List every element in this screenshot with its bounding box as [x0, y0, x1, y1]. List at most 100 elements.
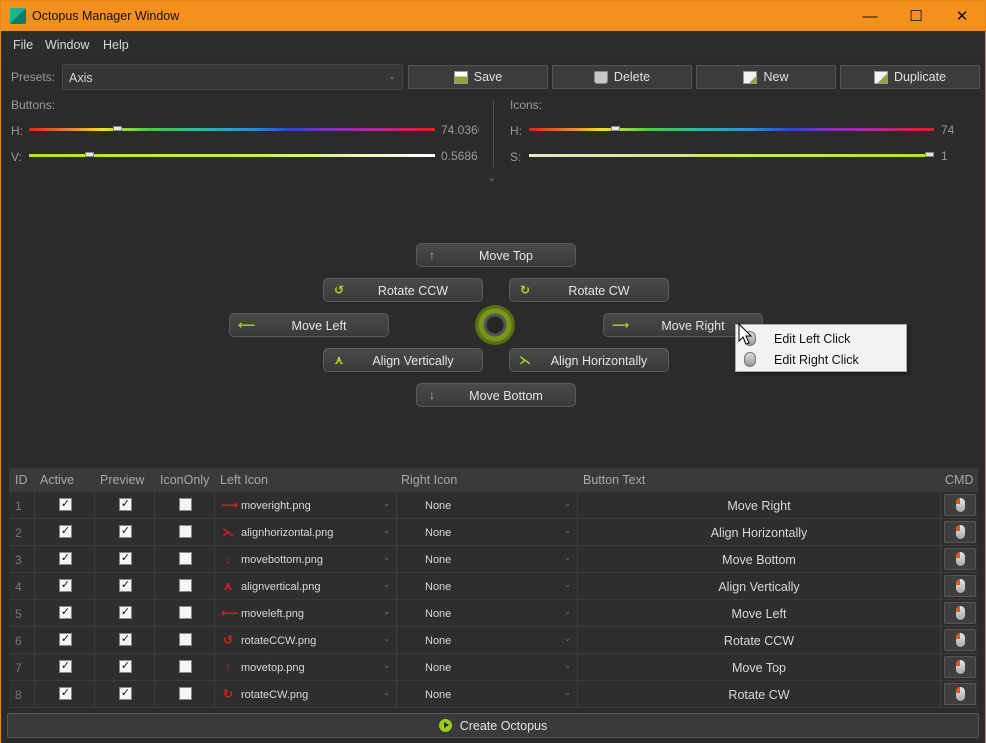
slider-handle[interactable] [925, 152, 934, 157]
preview-checkbox[interactable]: ✓ [119, 552, 132, 565]
move-bottom-button[interactable]: ↓ Move Bottom [416, 383, 576, 407]
cmd-button[interactable] [944, 656, 976, 678]
save-button[interactable]: Save [408, 65, 548, 89]
button-text-cell[interactable]: Align Horizontally [578, 519, 941, 545]
left-icon-dropdown[interactable]: ⋏ alignvertical.png ⌄ [215, 573, 397, 599]
menu-file[interactable]: File [13, 38, 34, 52]
preview-checkbox[interactable]: ✓ [119, 660, 132, 673]
header-id[interactable]: ID [15, 473, 28, 487]
icononly-checkbox[interactable] [179, 498, 192, 511]
new-button[interactable]: New [696, 65, 836, 89]
cmd-button[interactable] [944, 683, 976, 705]
header-icononly[interactable]: IconOnly [160, 473, 210, 487]
edit-left-click-item[interactable]: Edit Left Click [774, 332, 851, 346]
active-checkbox[interactable]: ✓ [59, 552, 72, 565]
expand-chevron-icon[interactable]: ⌄ [487, 172, 497, 184]
icononly-checkbox[interactable] [179, 660, 192, 673]
active-checkbox[interactable]: ✓ [59, 687, 72, 700]
preview-checkbox[interactable]: ✓ [119, 606, 132, 619]
icononly-checkbox[interactable] [179, 525, 192, 538]
preview-checkbox[interactable]: ✓ [119, 687, 132, 700]
table-row[interactable]: 3 ✓ ✓ ↓ movebottom.png ⌄ None ⌄ Move Bottom [9, 546, 978, 573]
active-checkbox[interactable]: ✓ [59, 525, 72, 538]
active-checkbox[interactable]: ✓ [59, 498, 72, 511]
header-right-icon[interactable]: Right Icon [401, 473, 458, 487]
button-text-cell[interactable]: Move Top [578, 654, 941, 680]
active-checkbox[interactable]: ✓ [59, 660, 72, 673]
icononly-checkbox[interactable] [179, 606, 192, 619]
table-row[interactable]: 7 ✓ ✓ ↑ movetop.png ⌄ None ⌄ Move Top [9, 654, 978, 681]
button-text-cell[interactable]: Rotate CCW [578, 627, 941, 653]
left-icon-dropdown[interactable]: ⋋ alignhorizontal.png ⌄ [215, 519, 397, 545]
header-preview[interactable]: Preview [100, 473, 145, 487]
left-icon-dropdown[interactable]: ↓ movebottom.png ⌄ [215, 546, 397, 572]
slider-handle[interactable] [113, 126, 122, 131]
move-left-button[interactable]: ⟵ Move Left [229, 313, 389, 337]
move-top-button[interactable]: ↑ Move Top [416, 243, 576, 267]
active-checkbox[interactable]: ✓ [59, 606, 72, 619]
table-row[interactable]: 4 ✓ ✓ ⋏ alignvertical.png ⌄ None ⌄ Align Vertica… [9, 573, 978, 600]
cmd-button[interactable] [944, 548, 976, 570]
title-bar[interactable]: Octopus Manager Window — ☐ ✕ [1, 1, 985, 31]
right-icon-dropdown[interactable]: None ⌄ [397, 573, 578, 599]
presets-dropdown[interactable]: Axis ⌄ [62, 64, 403, 90]
preview-checkbox[interactable]: ✓ [119, 525, 132, 538]
right-icon-dropdown[interactable]: None ⌄ [397, 546, 578, 572]
button-text-cell[interactable]: Move Bottom [578, 546, 941, 572]
slider-handle[interactable] [611, 126, 620, 131]
right-icon-dropdown[interactable]: None ⌄ [397, 519, 578, 545]
header-left-icon[interactable]: Left Icon [220, 473, 268, 487]
cmd-button[interactable] [944, 494, 976, 516]
edit-right-click-item[interactable]: Edit Right Click [774, 353, 859, 367]
buttons-value-slider[interactable] [29, 152, 435, 157]
right-icon-dropdown[interactable]: None ⌄ [397, 492, 578, 518]
button-text-cell[interactable]: Move Left [578, 600, 941, 626]
right-icon-dropdown[interactable]: None ⌄ [397, 654, 578, 680]
left-icon-dropdown[interactable]: ↻ rotateCW.png ⌄ [215, 681, 397, 707]
icons-saturation-slider[interactable] [529, 152, 934, 157]
button-text-cell[interactable]: Move Right [578, 492, 941, 518]
create-octopus-button[interactable]: Create Octopus [7, 713, 979, 738]
table-row[interactable]: 1 ✓ ✓ ⟶ moveright.png ⌄ None ⌄ Move Right [9, 492, 978, 519]
icononly-checkbox[interactable] [179, 633, 192, 646]
left-icon-dropdown[interactable]: ↑ movetop.png ⌄ [215, 654, 397, 680]
octopus-center-knob[interactable] [475, 305, 515, 345]
align-horizontally-button[interactable]: ⋋ Align Horizontally [509, 348, 669, 372]
active-checkbox[interactable]: ✓ [59, 633, 72, 646]
rotate-cw-button[interactable]: ↻ Rotate CW [509, 278, 669, 302]
minimize-button[interactable]: — [862, 7, 878, 25]
preview-checkbox[interactable]: ✓ [119, 498, 132, 511]
button-text-cell[interactable]: Align Vertically [578, 573, 941, 599]
table-row[interactable]: 6 ✓ ✓ ↺ rotateCCW.png ⌄ None ⌄ Rotate CCW [9, 627, 978, 654]
cmd-button[interactable] [944, 602, 976, 624]
left-icon-dropdown[interactable]: ⟶ moveright.png ⌄ [215, 492, 397, 518]
table-row[interactable]: 2 ✓ ✓ ⋋ alignhorizontal.png ⌄ None ⌄ Align Horiz… [9, 519, 978, 546]
menu-help[interactable]: Help [103, 38, 129, 52]
icons-hue-slider[interactable] [529, 126, 934, 131]
active-checkbox[interactable]: ✓ [59, 579, 72, 592]
header-cmd[interactable]: CMD [945, 473, 974, 487]
align-vertically-button[interactable]: ⋏ Align Vertically [323, 348, 483, 372]
left-icon-dropdown[interactable]: ⟵ moveleft.png ⌄ [215, 600, 397, 626]
cmd-button[interactable] [944, 629, 976, 651]
header-active[interactable]: Active [40, 473, 75, 487]
left-icon-dropdown[interactable]: ↺ rotateCCW.png ⌄ [215, 627, 397, 653]
duplicate-button[interactable]: Duplicate [840, 65, 980, 89]
maximize-button[interactable]: ☐ [909, 8, 923, 25]
table-row[interactable]: 5 ✓ ✓ ⟵ moveleft.png ⌄ None ⌄ Move Left [9, 600, 978, 627]
slider-handle[interactable] [85, 152, 94, 157]
button-text-cell[interactable]: Rotate CW [578, 681, 941, 707]
right-icon-dropdown[interactable]: None ⌄ [397, 681, 578, 707]
menu-window[interactable]: Window [45, 38, 90, 52]
rotate-ccw-button[interactable]: ↺ Rotate CCW [323, 278, 483, 302]
delete-button[interactable]: Delete [552, 65, 692, 89]
right-icon-dropdown[interactable]: None ⌄ [397, 627, 578, 653]
icononly-checkbox[interactable] [179, 552, 192, 565]
close-button[interactable]: ✕ [955, 8, 969, 25]
icononly-checkbox[interactable] [179, 687, 192, 700]
right-icon-dropdown[interactable]: None ⌄ [397, 600, 578, 626]
cmd-button[interactable] [944, 521, 976, 543]
icononly-checkbox[interactable] [179, 579, 192, 592]
preview-checkbox[interactable]: ✓ [119, 633, 132, 646]
header-button-text[interactable]: Button Text [583, 473, 646, 487]
